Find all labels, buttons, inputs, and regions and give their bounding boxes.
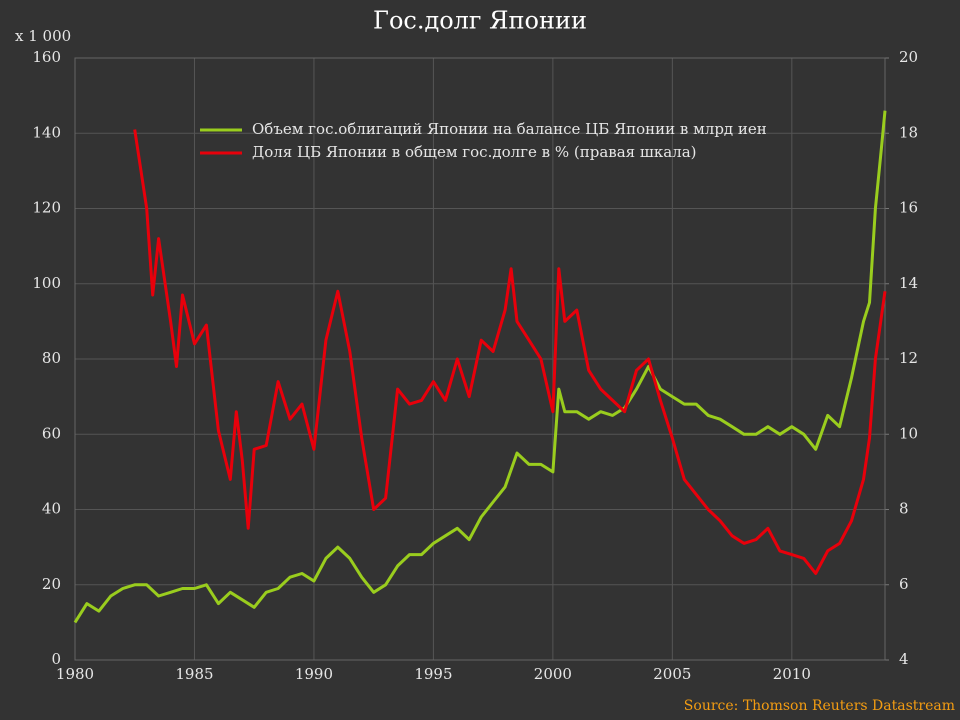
y2-tick-label: 12: [899, 349, 918, 367]
y-tick-label: 0: [51, 650, 61, 668]
y2-tick-label: 18: [899, 123, 918, 141]
y2-tick-label: 8: [899, 500, 909, 518]
y-unit-label: x 1 000: [15, 27, 71, 45]
x-tick-label: 1985: [175, 665, 213, 683]
x-tick-label: 2005: [653, 665, 691, 683]
y-tick-label: 20: [42, 575, 61, 593]
data-line: [133, 129, 887, 575]
y-tick-label: 140: [32, 123, 61, 141]
y-tick-label: 160: [32, 48, 61, 66]
chart-title: Гос.долг Японии: [373, 7, 587, 35]
x-tick-label: 1995: [414, 665, 452, 683]
legend-label: Доля ЦБ Японии в общем гос.долге в % (пр…: [252, 143, 697, 161]
x-tick-label: 2000: [534, 665, 572, 683]
y2-tick-label: 14: [899, 274, 918, 292]
y2-tick-label: 20: [899, 48, 918, 66]
x-tick-label: 1980: [56, 665, 94, 683]
y2-tick-label: 6: [899, 575, 909, 593]
y-tick-label: 120: [32, 199, 61, 217]
y-tick-label: 40: [42, 500, 61, 518]
y-tick-label: 80: [42, 349, 61, 367]
y-tick-label: 60: [42, 424, 61, 442]
y2-tick-label: 10: [899, 424, 918, 442]
legend-label: Объем гос.облигаций Японии на балансе ЦБ…: [252, 120, 767, 138]
y-tick-label: 100: [32, 274, 61, 292]
plot-frame: [74, 57, 886, 661]
data-line: [73, 110, 887, 624]
source: Source: Thomson Reuters Datastream: [684, 698, 955, 714]
x-tick-label: 2010: [773, 665, 811, 683]
y2-tick-label: 16: [899, 199, 918, 217]
y2-tick-label: 4: [899, 650, 909, 668]
x-tick-label: 1990: [295, 665, 333, 683]
